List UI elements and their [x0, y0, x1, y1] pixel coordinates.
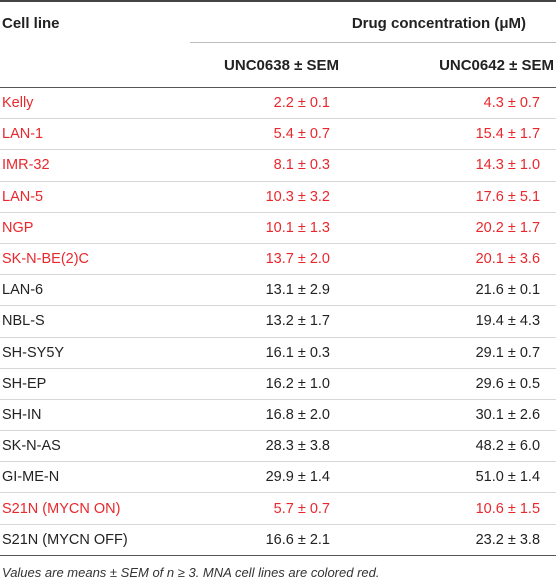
cell-line-name: NBL-S: [0, 305, 190, 338]
table-row: LAN-5 10.3 ± 3.2 17.6 ± 5.1: [0, 181, 556, 213]
unc0638-value: 13.2 ± 1.7: [190, 305, 373, 338]
table-row: SH-EP 16.2 ± 1.0 29.6 ± 0.5: [0, 368, 556, 400]
header-unc0642: UNC0642 ± SEM: [373, 44, 556, 88]
unc0642-value: 4.3 ± 0.7: [373, 87, 556, 120]
unc0642-value: 14.3 ± 1.0: [373, 149, 556, 182]
table-row: NBL-S 13.2 ± 1.7 19.4 ± 4.3: [0, 305, 556, 338]
cell-line-name: SH-SY5Y: [0, 337, 190, 369]
unc0642-value: 21.6 ± 0.1: [373, 274, 556, 307]
table-row: SH-IN 16.8 ± 2.0 30.1 ± 2.6: [0, 399, 556, 432]
unc0642-value: 48.2 ± 6.0: [373, 430, 556, 463]
unc0638-value: 13.1 ± 2.9: [190, 274, 373, 307]
unc0642-value: 20.2 ± 1.7: [373, 212, 556, 244]
table-row: SK-N-BE(2)C 13.7 ± 2.0 20.1 ± 3.6: [0, 243, 556, 276]
table-row: LAN-1 5.4 ± 0.7 15.4 ± 1.7: [0, 118, 556, 151]
unc0642-value: 19.4 ± 4.3: [373, 305, 556, 338]
table-row: Kelly 2.2 ± 0.1 4.3 ± 0.7: [0, 87, 556, 120]
unc0638-value: 10.3 ± 3.2: [190, 181, 373, 213]
header-blank: [0, 44, 190, 88]
unc0642-value: 30.1 ± 2.6: [373, 399, 556, 432]
cell-line-name: S21N (MYCN ON): [0, 492, 190, 525]
unc0642-value: 51.0 ± 1.4: [373, 461, 556, 494]
unc0638-value: 5.7 ± 0.7: [190, 492, 373, 525]
cell-line-name: LAN-5: [0, 181, 190, 213]
unc0638-value: 2.2 ± 0.1: [190, 87, 373, 120]
table-row: NGP 10.1 ± 1.3 20.2 ± 1.7: [0, 212, 556, 244]
data-table: Cell line Drug concentration (μM) UNC063…: [0, 0, 556, 556]
unc0642-value: 15.4 ± 1.7: [373, 118, 556, 151]
unc0638-value: 28.3 ± 3.8: [190, 430, 373, 463]
cell-line-name: SH-EP: [0, 368, 190, 400]
table-footnote: Values are means ± SEM of n ≥ 3. MNA cel…: [2, 564, 380, 580]
header-drug-concentration: Drug concentration (μM): [190, 0, 556, 44]
cell-line-name: SH-IN: [0, 399, 190, 432]
unc0638-value: 10.1 ± 1.3: [190, 212, 373, 244]
table-row: GI-ME-N 29.9 ± 1.4 51.0 ± 1.4: [0, 461, 556, 494]
cell-line-name: LAN-6: [0, 274, 190, 307]
cell-line-name: IMR-32: [0, 149, 190, 182]
unc0638-value: 8.1 ± 0.3: [190, 149, 373, 182]
cell-line-name: LAN-1: [0, 118, 190, 151]
table-row: IMR-32 8.1 ± 0.3 14.3 ± 1.0: [0, 149, 556, 182]
header-row-2: UNC0638 ± SEM UNC0642 ± SEM: [0, 44, 556, 88]
unc0642-value: 29.6 ± 0.5: [373, 368, 556, 400]
unc0642-value: 23.2 ± 3.8: [373, 524, 556, 556]
table-row: S21N (MYCN OFF) 16.6 ± 2.1 23.2 ± 3.8: [0, 524, 556, 556]
table-body: Kelly 2.2 ± 0.1 4.3 ± 0.7 LAN-1 5.4 ± 0.7 15.…: [0, 87, 556, 556]
cell-line-name: GI-ME-N: [0, 461, 190, 494]
unc0638-value: 16.1 ± 0.3: [190, 337, 373, 369]
unc0642-value: 17.6 ± 5.1: [373, 181, 556, 213]
unc0638-value: 29.9 ± 1.4: [190, 461, 373, 494]
cell-line-name: SK-N-BE(2)C: [0, 243, 190, 276]
header-row-1: Cell line Drug concentration (μM): [0, 0, 556, 44]
header-divider: [190, 42, 556, 43]
header-unc0638: UNC0638 ± SEM: [190, 44, 373, 88]
cell-line-name: NGP: [0, 212, 190, 244]
table-row: LAN-6 13.1 ± 2.9 21.6 ± 0.1: [0, 274, 556, 307]
unc0638-value: 13.7 ± 2.0: [190, 243, 373, 276]
cell-line-name: Kelly: [0, 87, 190, 120]
unc0642-value: 29.1 ± 0.7: [373, 337, 556, 369]
unc0642-value: 10.6 ± 1.5: [373, 492, 556, 525]
header-cell-line: Cell line: [0, 0, 190, 44]
table-row: SH-SY5Y 16.1 ± 0.3 29.1 ± 0.7: [0, 337, 556, 369]
cell-line-name: SK-N-AS: [0, 430, 190, 463]
unc0638-value: 16.6 ± 2.1: [190, 524, 373, 556]
unc0642-value: 20.1 ± 3.6: [373, 243, 556, 276]
table-row: SK-N-AS 28.3 ± 3.8 48.2 ± 6.0: [0, 430, 556, 463]
unc0638-value: 16.8 ± 2.0: [190, 399, 373, 432]
table-row: S21N (MYCN ON) 5.7 ± 0.7 10.6 ± 1.5: [0, 492, 556, 525]
cell-line-name: S21N (MYCN OFF): [0, 524, 190, 556]
unc0638-value: 5.4 ± 0.7: [190, 118, 373, 151]
unc0638-value: 16.2 ± 1.0: [190, 368, 373, 400]
